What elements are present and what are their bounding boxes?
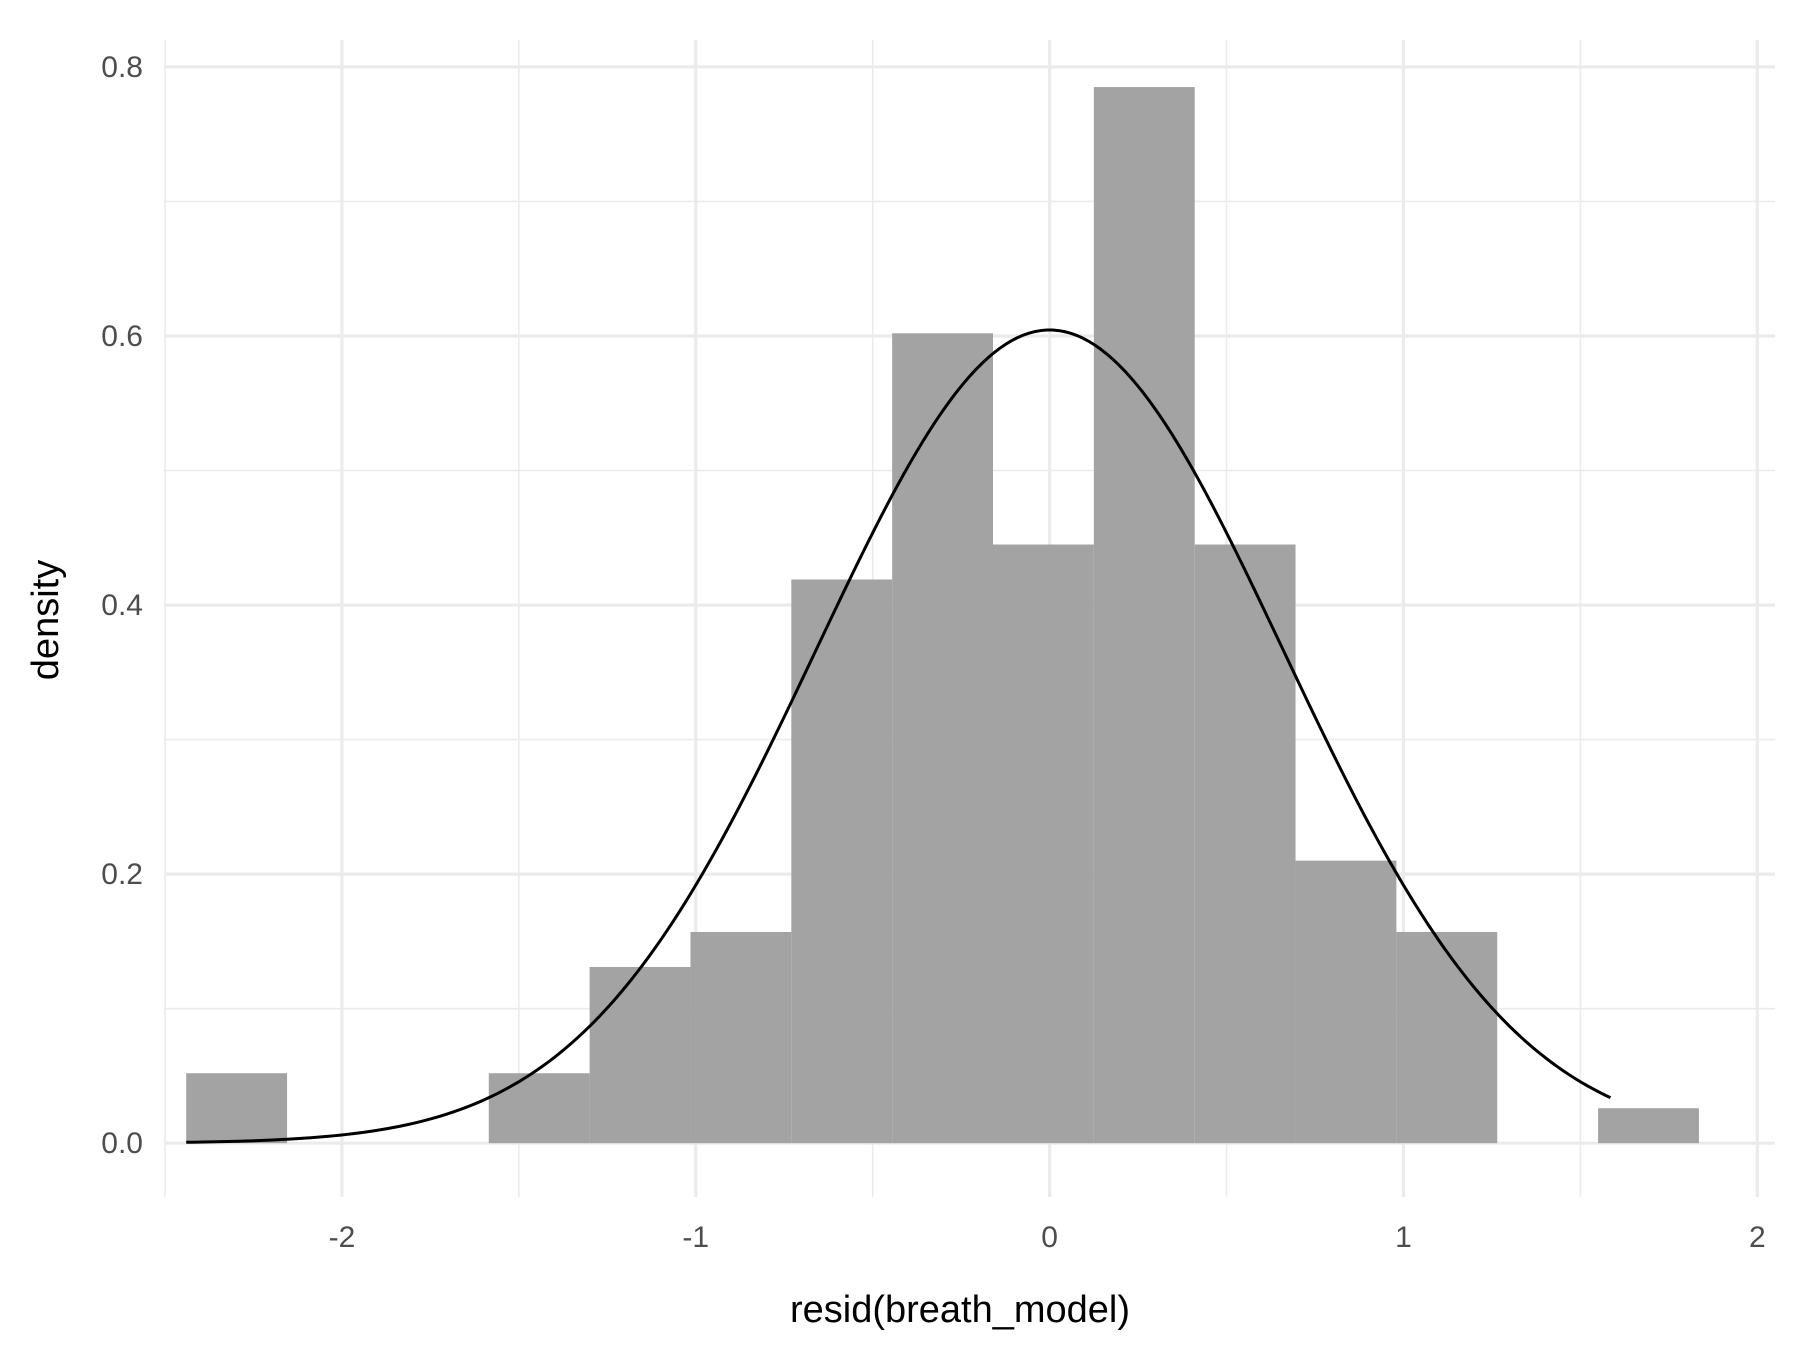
normal-density-curve [186, 328, 1612, 1144]
histogram-bar [1396, 931, 1498, 1144]
y-axis-title: density [25, 560, 67, 680]
x-tick-label: -1 [682, 1221, 709, 1254]
histogram-bar [892, 333, 993, 1144]
histogram-bar [186, 1073, 288, 1144]
x-axis-tick-labels: -2 -1 0 1 2 [329, 1221, 1766, 1254]
histogram-bar [1295, 860, 1397, 1144]
x-tick-label: 0 [1041, 1221, 1058, 1254]
histogram-bars [186, 87, 1699, 1144]
y-axis-tick-labels: 0.0 0.2 0.4 0.6 0.8 [101, 51, 143, 1160]
y-tick-label: 0.0 [101, 1127, 143, 1160]
histogram-bar [1093, 87, 1195, 1144]
histogram-bar [488, 1073, 590, 1144]
x-tick-label: 1 [1395, 1221, 1412, 1254]
histogram-bar [589, 966, 691, 1144]
histogram-bar [1598, 1108, 1699, 1144]
histogram-bar [690, 931, 792, 1144]
x-tick-label: 2 [1749, 1221, 1766, 1254]
y-tick-label: 0.2 [101, 858, 143, 891]
x-axis-title: resid(breath_model) [790, 1289, 1130, 1331]
histogram-bar [791, 579, 893, 1144]
histogram-bar [1194, 544, 1296, 1144]
y-tick-label: 0.4 [101, 589, 143, 622]
y-tick-label: 0.8 [101, 51, 143, 84]
y-tick-label: 0.6 [101, 320, 143, 353]
histogram-bar [993, 544, 1094, 1144]
x-tick-label: -2 [329, 1221, 356, 1254]
